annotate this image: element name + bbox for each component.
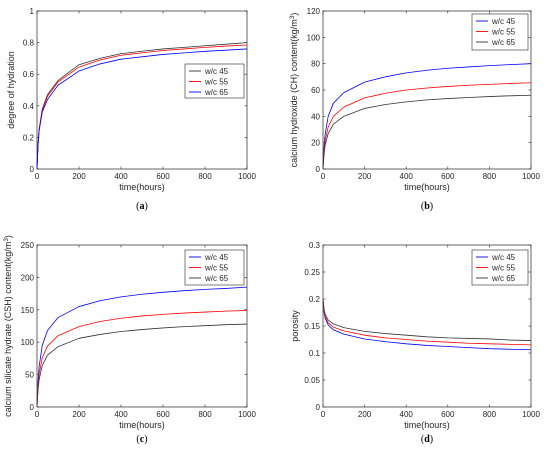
y-tick-label: 60: [311, 86, 320, 95]
y-tick-label: 20: [311, 139, 320, 148]
y-tick-label: 0.2: [23, 133, 35, 142]
legend-entry-label: w/c 45: [204, 253, 229, 262]
panel-label: (c): [136, 434, 147, 445]
chart-panel-c: 0 200 400 600 800 1000 0 50 100 150 200 250 time(hou…: [3, 235, 256, 445]
x-tick-label: 1000: [522, 410, 540, 419]
legend-entry-label: w/c 55: [204, 78, 229, 87]
chart-panel-b: 0 200 400 600 800 1000 0 20 40 60 80 100 120 time(hou…: [289, 7, 540, 212]
y-tick-label: 100: [21, 338, 35, 347]
y-tick-label: 0.4: [23, 102, 35, 111]
legend-entry-label: w/c 65: [491, 38, 516, 47]
series-line-w-c-45: [322, 298, 532, 351]
plot-area-frame: [36, 244, 248, 408]
x-tick-label: 800: [483, 172, 497, 181]
legend: w/c 45 w/c 55w/c 65: [184, 249, 245, 286]
series-line-w-c-55: [36, 44, 248, 170]
plot-area-frame: [36, 10, 248, 170]
legend-entry-label: w/c 45: [491, 17, 516, 26]
series-line-w-c-45: [36, 42, 248, 170]
x-tick-label: 600: [441, 410, 455, 419]
y-tick-label: 0.15: [304, 322, 320, 331]
y-tick-label: 40: [311, 112, 320, 121]
series-line-w-c-65: [322, 298, 532, 341]
legend-entry-label: w/c 45: [491, 253, 516, 262]
series-line-w-c-45: [322, 63, 532, 170]
series-line-w-c-45: [36, 286, 248, 408]
y-tick-label: 0.2: [309, 295, 321, 304]
y-tick-label: 50: [25, 371, 34, 380]
y-tick-label: 100: [307, 33, 321, 42]
x-tick-label: 0: [321, 410, 326, 419]
x-tick-label: 800: [198, 172, 212, 181]
y-axis-label: calcium silicate hydrate (CSH) content(k…: [3, 235, 13, 417]
y-tick-label: 0: [316, 165, 321, 174]
x-tick-label: 0: [35, 172, 40, 181]
x-tick-label: 400: [114, 172, 128, 181]
x-tick-label: 800: [483, 410, 497, 419]
y-tick-label: 0.1: [309, 349, 321, 358]
y-tick-label: 0.6: [23, 70, 35, 79]
y-axis-label: porosity: [290, 310, 300, 342]
series-line-w-c-65: [36, 323, 248, 408]
series-line-w-c-65: [322, 94, 532, 170]
x-tick-label: 600: [156, 172, 170, 181]
x-tick-label: 1000: [238, 410, 256, 419]
series-line-w-c-55: [36, 310, 248, 408]
x-axis-label: time(hours): [119, 182, 165, 192]
y-tick-label: 200: [21, 273, 35, 282]
x-tick-label: 400: [400, 172, 414, 181]
chart-panel-a: 0 200 400 600 800 1000 0 0.2 0.4 0.6 0.8 1 time(hour…: [6, 7, 256, 212]
series-line-w-c-55: [322, 82, 532, 170]
legend-entry-label: w/c 65: [491, 274, 516, 283]
x-tick-label: 800: [198, 410, 212, 419]
x-tick-label: 200: [72, 410, 86, 419]
series-line-w-c-65: [36, 48, 248, 170]
x-tick-label: 1000: [522, 172, 540, 181]
y-tick-label: 250: [21, 241, 35, 250]
y-tick-label: 0: [316, 403, 321, 412]
y-tick-label: 0: [30, 165, 35, 174]
legend: w/c 45 w/c 55w/c 65: [471, 13, 529, 51]
x-tick-label: 0: [35, 410, 40, 419]
x-tick-label: 200: [358, 410, 372, 419]
x-axis-label: time(hours): [119, 420, 165, 430]
y-tick-label: 0.3: [309, 241, 321, 250]
x-tick-label: 400: [400, 410, 414, 419]
y-tick-label: 1: [30, 7, 35, 16]
legend-entry-label: w/c 55: [491, 264, 516, 273]
x-tick-label: 200: [358, 172, 372, 181]
y-tick-label: 120: [307, 7, 321, 16]
x-tick-label: 600: [156, 410, 170, 419]
x-axis-label: time(hours): [404, 182, 450, 192]
y-tick-label: 0.05: [304, 376, 320, 385]
panel-label: (a): [136, 201, 148, 212]
x-tick-label: 1000: [238, 172, 256, 181]
chart-panel-d: 0 200 400 600 800 1000 0 0.05 0.1 0.15 0.2 0.25 0.3 t…: [290, 241, 540, 445]
y-tick-label: 0.25: [304, 268, 320, 277]
legend-entry-label: w/c 65: [204, 88, 229, 97]
legend-entry-label: w/c 65: [204, 274, 229, 283]
panel-label: (b): [421, 201, 433, 212]
y-tick-label: 0: [30, 403, 35, 412]
legend-entry-label: w/c 55: [204, 264, 229, 273]
legend-box: [471, 13, 529, 51]
panel-label: (d): [421, 434, 433, 445]
legend-entry-label: w/c 45: [204, 67, 229, 76]
y-axis-label: degree of hydration: [6, 51, 16, 129]
legend: w/c 45 w/c 55w/c 65: [471, 249, 529, 286]
y-tick-label: 0.8: [23, 39, 35, 48]
x-axis-label: time(hours): [404, 420, 450, 430]
y-tick-label: 150: [21, 306, 35, 315]
legend-entry-label: w/c 55: [491, 28, 516, 37]
x-tick-label: 200: [72, 172, 86, 181]
x-tick-label: 0: [321, 172, 326, 181]
x-tick-label: 400: [114, 410, 128, 419]
x-tick-label: 600: [441, 172, 455, 181]
legend: w/c 45 w/c 55w/c 65: [184, 63, 245, 99]
y-axis-label: calcium hydroxide (CH) content(kg/m3): [289, 13, 299, 168]
series-line-w-c-55: [322, 298, 532, 346]
y-tick-label: 80: [311, 60, 320, 69]
